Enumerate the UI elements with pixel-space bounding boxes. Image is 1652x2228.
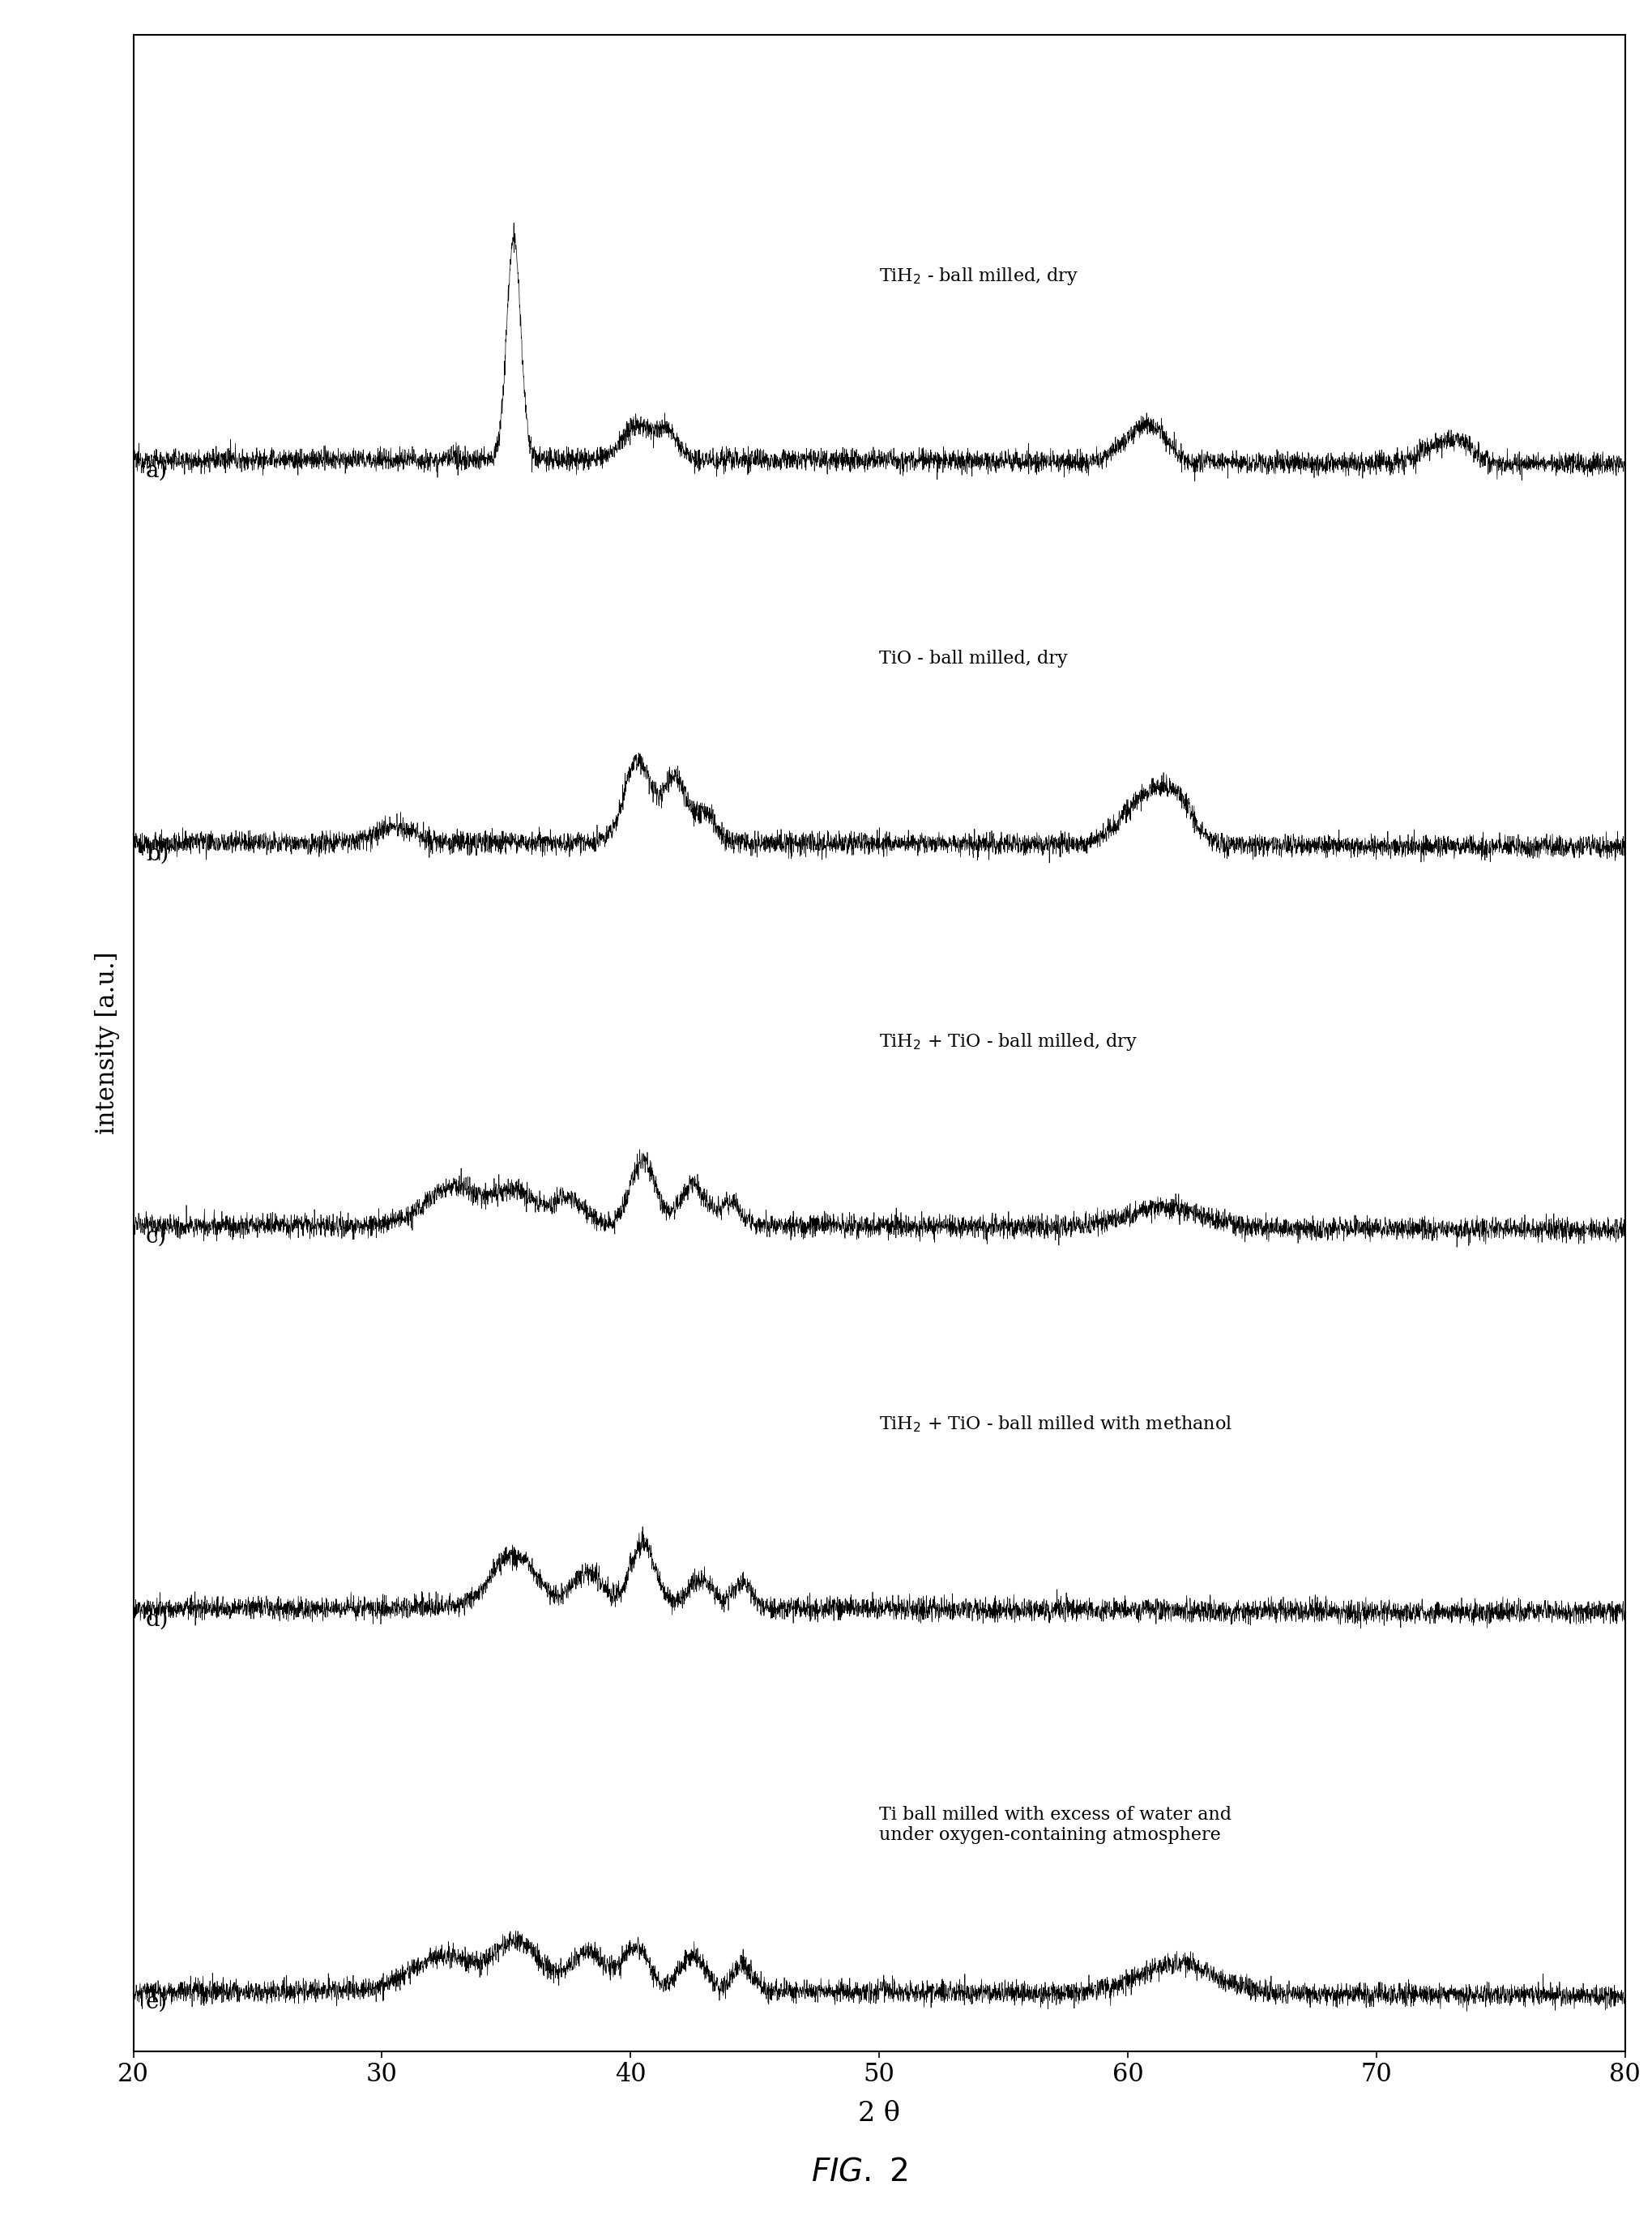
Text: b): b) — [145, 842, 169, 864]
Text: TiO - ball milled, dry: TiO - ball milled, dry — [879, 651, 1067, 668]
Text: e): e) — [145, 1992, 169, 2014]
Text: TiH$_2$ + TiO - ball milled with methanol: TiH$_2$ + TiO - ball milled with methano… — [879, 1415, 1232, 1435]
Text: d): d) — [145, 1609, 169, 1631]
Text: a): a) — [145, 461, 169, 481]
Text: Ti ball milled with excess of water and
under oxygen-containing atmosphere: Ti ball milled with excess of water and … — [879, 1805, 1231, 1845]
Text: TiH$_2$ - ball milled, dry: TiH$_2$ - ball milled, dry — [879, 265, 1079, 287]
Text: TiH$_2$ + TiO - ball milled, dry: TiH$_2$ + TiO - ball milled, dry — [879, 1032, 1137, 1052]
X-axis label: 2 θ: 2 θ — [857, 2101, 900, 2128]
Text: c): c) — [145, 1225, 167, 1248]
Text: $\mathit{FIG.}$ $\mathit{2}$: $\mathit{FIG.}$ $\mathit{2}$ — [811, 2157, 907, 2188]
Y-axis label: intensity [a.u.]: intensity [a.u.] — [94, 951, 121, 1134]
